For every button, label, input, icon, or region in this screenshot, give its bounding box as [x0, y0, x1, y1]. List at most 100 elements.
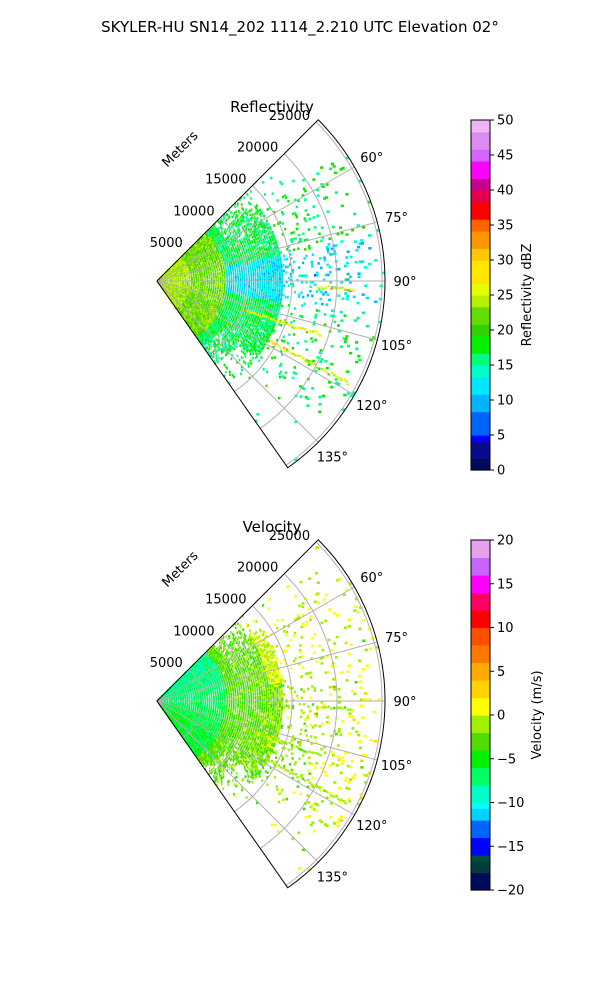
radar-cell — [228, 215, 230, 218]
radar-cell — [277, 259, 280, 262]
radar-cell — [271, 265, 274, 268]
radar-cell — [265, 283, 268, 287]
radar-cell — [234, 222, 236, 226]
radar-cell — [301, 194, 305, 197]
radar-cell — [298, 293, 301, 296]
radar-cell — [273, 260, 275, 263]
radar-cell — [283, 254, 286, 258]
radar-cell — [259, 236, 261, 239]
radar-cell — [260, 218, 263, 222]
radar-cell — [287, 304, 290, 307]
radar-cell — [262, 223, 265, 226]
radar-cell — [268, 257, 270, 261]
radar-cell — [255, 228, 258, 232]
radar-cell — [240, 220, 242, 223]
radar-cell — [322, 278, 326, 282]
radar-cell — [258, 268, 261, 272]
radar-cell — [278, 291, 281, 294]
radar-cell — [226, 213, 228, 216]
radar-cell — [262, 296, 265, 299]
radar-cell — [259, 298, 262, 302]
radar-cell — [218, 227, 220, 230]
radar-cell — [272, 277, 275, 280]
radar-cell — [237, 220, 240, 223]
radar-cell — [256, 268, 259, 272]
radar-cell — [238, 224, 240, 228]
radar-cell — [263, 290, 265, 293]
radar-cell — [272, 302, 275, 306]
radar-cell — [254, 267, 256, 271]
radar-cell — [276, 289, 279, 293]
radar-cell — [260, 266, 263, 270]
radar-cell — [211, 225, 213, 229]
radar-cell — [228, 269, 230, 273]
radar-cell — [256, 208, 259, 212]
radar-cell — [204, 259, 207, 262]
radar-cell — [239, 222, 241, 226]
radar-cell — [324, 360, 328, 363]
radar-cell — [255, 232, 257, 236]
radar-cell — [257, 279, 259, 282]
radar-cell — [289, 263, 291, 266]
radar-cell — [271, 253, 274, 256]
radar-cell — [314, 313, 318, 317]
radar-cell — [271, 294, 274, 297]
radar-cell — [254, 218, 257, 221]
radar-cell — [267, 288, 270, 292]
radar-cell — [270, 288, 272, 292]
radar-cell — [265, 282, 268, 285]
radar-cell — [280, 182, 283, 186]
radar-cell — [271, 263, 274, 267]
radar-cell — [240, 223, 242, 227]
radar-cell — [272, 289, 274, 292]
radar-cell — [244, 245, 246, 249]
radar-cell — [240, 242, 243, 246]
radar-cell — [250, 258, 252, 261]
radar-cell — [256, 265, 258, 269]
radar-cell — [272, 256, 275, 260]
radar-cell — [314, 301, 317, 305]
radar-cell — [259, 230, 261, 234]
radar-cell — [261, 285, 264, 288]
radar-cell — [272, 232, 274, 236]
radar-cell — [260, 262, 262, 265]
radar-cell — [262, 252, 265, 255]
radar-cell — [259, 288, 261, 291]
radar-cell — [265, 267, 267, 271]
radar-cell — [259, 270, 261, 273]
radar-cell — [250, 218, 252, 222]
radar-cell — [224, 283, 226, 286]
radar-cell — [257, 298, 260, 302]
radar-cell — [253, 299, 255, 302]
radar-cell — [345, 233, 349, 236]
radar-cell — [248, 245, 251, 248]
radar-cell — [259, 208, 261, 212]
radar-cell — [227, 236, 229, 240]
radar-cell — [258, 292, 261, 296]
radar-cell — [345, 297, 349, 301]
radar-cell — [268, 298, 271, 302]
radar-cell — [304, 340, 307, 343]
radar-cell — [264, 244, 267, 248]
radar-cell — [243, 225, 246, 228]
radar-cell — [281, 233, 284, 236]
radar-cell — [356, 301, 360, 305]
radar-cell — [279, 302, 282, 305]
radar-cell — [315, 309, 319, 312]
radar-cell — [249, 265, 251, 268]
radar-cell — [251, 297, 253, 300]
radar-cell — [250, 228, 253, 231]
radar-cell — [269, 252, 271, 255]
radar-cell — [259, 334, 261, 337]
radar-cell — [331, 286, 334, 289]
radar-cell — [311, 340, 314, 343]
radar-cell — [250, 280, 253, 284]
radar-cell — [279, 298, 282, 302]
radar-cell — [229, 223, 231, 226]
radar-cell — [305, 280, 308, 284]
radar-cell — [252, 291, 254, 295]
radar-cell — [340, 231, 344, 235]
radar-cell — [276, 275, 279, 278]
radar-cell — [286, 296, 289, 299]
radar-cell — [271, 231, 274, 234]
